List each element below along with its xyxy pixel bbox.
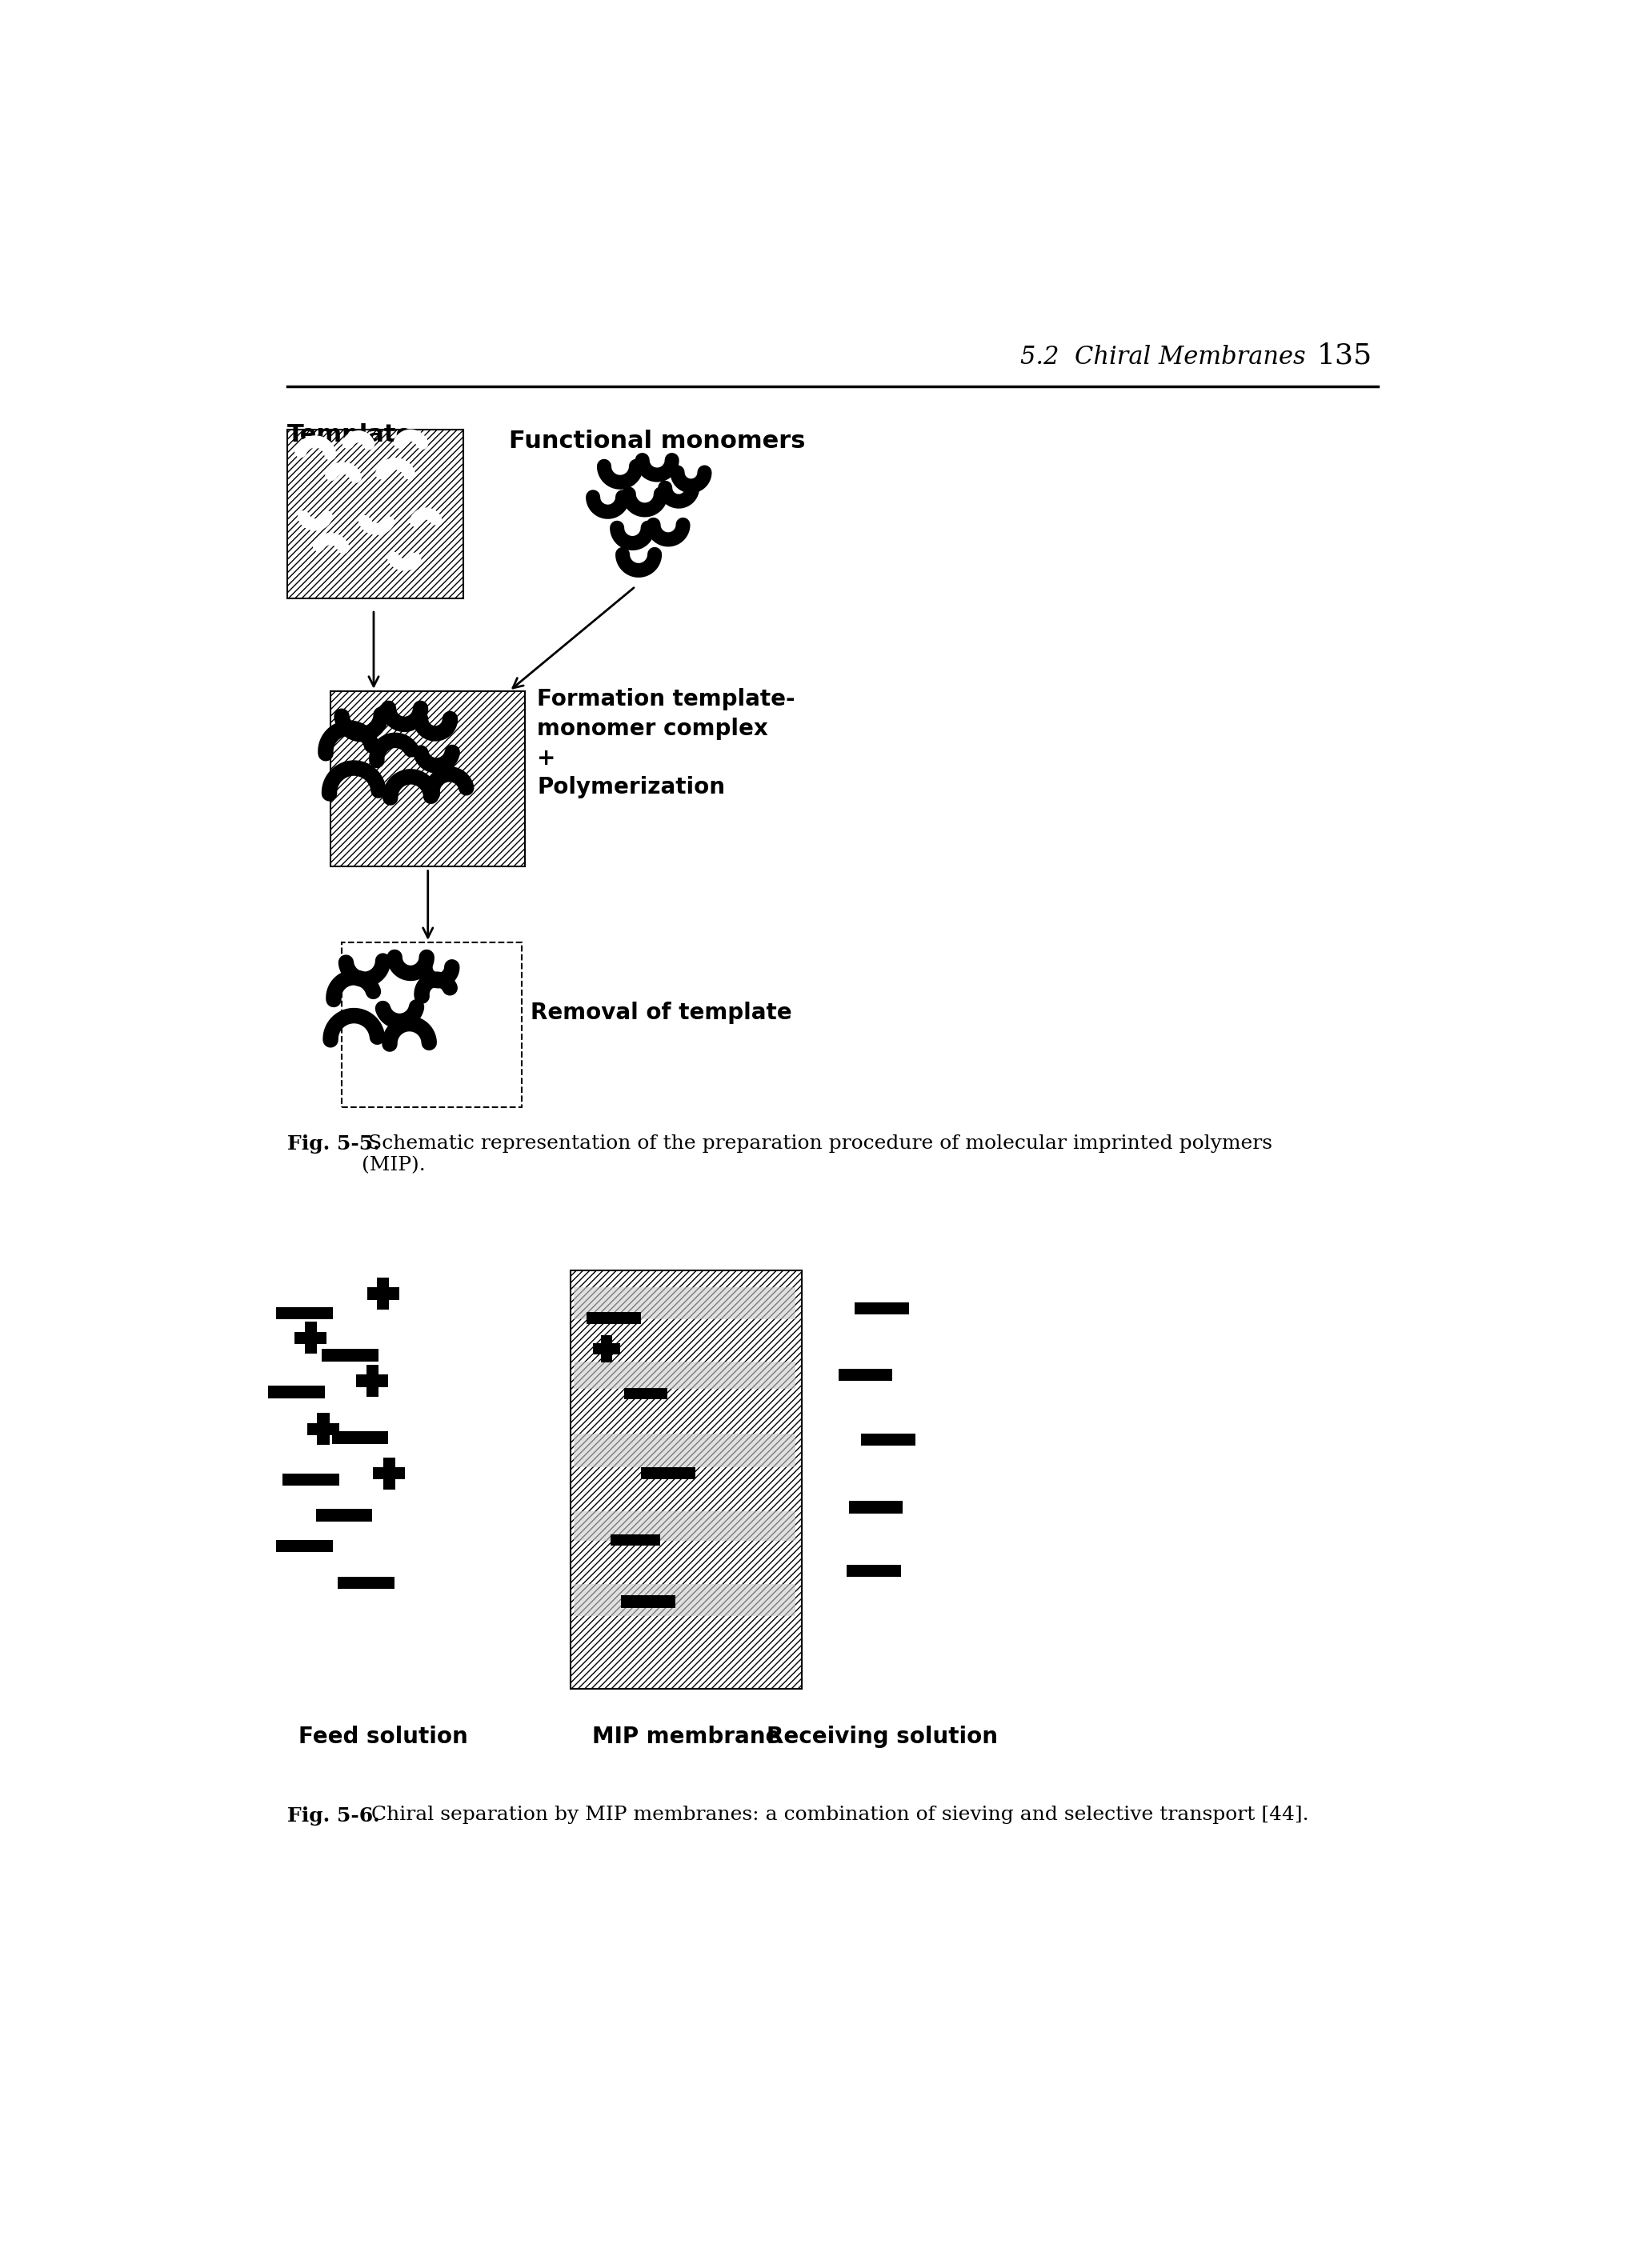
Bar: [602, 1336, 611, 1363]
Bar: [341, 943, 522, 1107]
Text: Feed solution: Feed solution: [298, 1726, 468, 1749]
Bar: [294, 1331, 327, 1345]
Bar: [847, 1565, 901, 1576]
Bar: [304, 1322, 317, 1354]
Bar: [571, 1270, 802, 1690]
Bar: [574, 1510, 795, 1542]
Text: MIP membrane: MIP membrane: [592, 1726, 780, 1749]
Bar: [330, 692, 525, 866]
Bar: [574, 1585, 795, 1617]
Bar: [839, 1368, 893, 1381]
Text: Chiral separation by MIP membranes: a combination of sieving and selective trans: Chiral separation by MIP membranes: a co…: [358, 1805, 1309, 1823]
Bar: [307, 1422, 340, 1436]
Bar: [315, 1508, 372, 1522]
Bar: [356, 1374, 389, 1388]
Text: Removal of template: Removal of template: [530, 1002, 792, 1023]
Bar: [367, 1288, 398, 1300]
Text: Functional monomers: Functional monomers: [509, 429, 805, 451]
Bar: [283, 1474, 340, 1486]
Text: Receiving solution: Receiving solution: [766, 1726, 998, 1749]
Bar: [372, 1467, 405, 1479]
Bar: [849, 1501, 902, 1513]
Bar: [574, 1433, 795, 1467]
Bar: [641, 1467, 696, 1479]
Text: Fig. 5-5.: Fig. 5-5.: [288, 1134, 380, 1154]
Bar: [855, 1302, 909, 1315]
Text: Formation template-
monomer complex
+
Polymerization: Formation template- monomer complex + Po…: [537, 687, 795, 798]
Bar: [268, 1386, 325, 1397]
Bar: [862, 1433, 915, 1445]
Bar: [574, 1288, 795, 1320]
Bar: [624, 1388, 668, 1399]
Bar: [621, 1594, 675, 1608]
Bar: [593, 1343, 620, 1354]
Bar: [611, 1535, 660, 1545]
Bar: [377, 1277, 389, 1309]
Text: Template: Template: [288, 424, 413, 447]
Bar: [574, 1361, 795, 1388]
Bar: [338, 1576, 395, 1590]
Text: Fig. 5-6.: Fig. 5-6.: [288, 1805, 380, 1826]
Bar: [317, 1413, 330, 1445]
Bar: [288, 429, 463, 599]
Text: Schematic representation of the preparation procedure of molecular imprinted pol: Schematic representation of the preparat…: [361, 1134, 1272, 1175]
Bar: [366, 1365, 379, 1397]
Bar: [382, 1458, 395, 1490]
Text: 5.2  Chiral Membranes: 5.2 Chiral Membranes: [1021, 345, 1306, 370]
Bar: [332, 1431, 389, 1445]
Text: 135: 135: [1317, 342, 1372, 370]
Bar: [322, 1349, 379, 1361]
Bar: [587, 1311, 641, 1325]
Bar: [276, 1540, 333, 1551]
Bar: [276, 1306, 333, 1320]
